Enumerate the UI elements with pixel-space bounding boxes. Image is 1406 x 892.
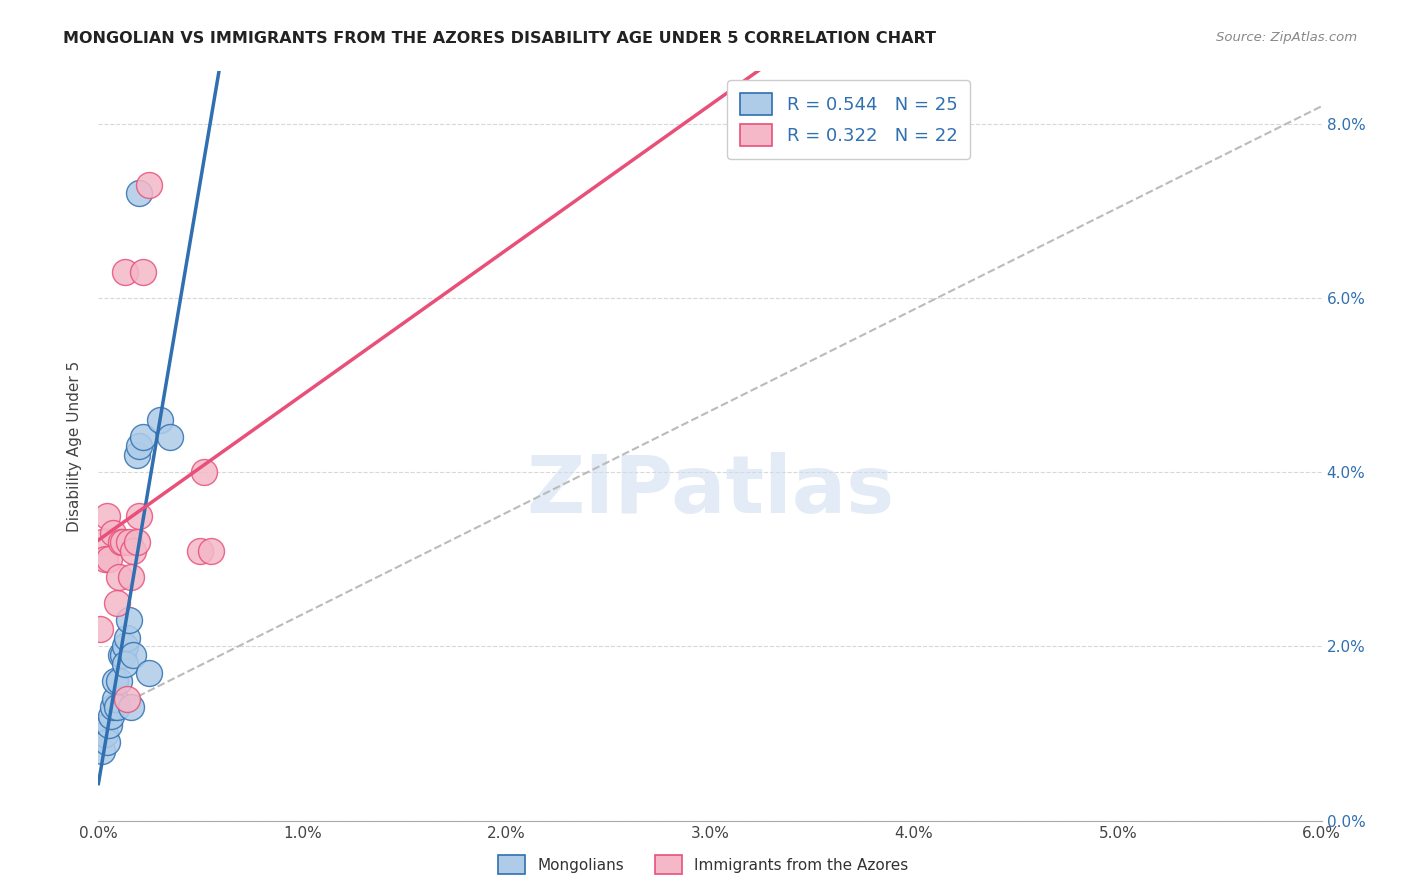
- Point: [120, 700, 142, 714]
- Point: [118, 534, 141, 549]
- Point: [108, 674, 131, 689]
- Point: [101, 700, 124, 714]
- Text: ZIPatlas: ZIPatlas: [526, 452, 894, 530]
- Point: [104, 674, 127, 689]
- Point: [128, 439, 150, 453]
- Point: [128, 186, 150, 201]
- Point: [127, 448, 149, 462]
- Point: [114, 657, 136, 671]
- Point: [96, 508, 118, 523]
- Point: [200, 543, 222, 558]
- Point: [93, 552, 115, 566]
- Point: [138, 665, 160, 680]
- Point: [118, 613, 141, 627]
- Point: [110, 534, 132, 549]
- Point: [128, 508, 150, 523]
- Point: [193, 465, 215, 479]
- Point: [97, 552, 120, 566]
- Point: [114, 265, 136, 279]
- Point: [108, 570, 131, 584]
- Point: [101, 526, 124, 541]
- Legend: R = 0.544   N = 25, R = 0.322   N = 22: R = 0.544 N = 25, R = 0.322 N = 22: [727, 80, 970, 159]
- Legend: Mongolians, Immigrants from the Azores: Mongolians, Immigrants from the Azores: [491, 849, 915, 880]
- Point: [138, 178, 160, 192]
- Point: [132, 265, 155, 279]
- Point: [110, 648, 132, 662]
- Point: [115, 631, 138, 645]
- Point: [93, 726, 115, 740]
- Point: [127, 534, 149, 549]
- Y-axis label: Disability Age Under 5: Disability Age Under 5: [67, 360, 83, 532]
- Text: Source: ZipAtlas.com: Source: ZipAtlas.com: [1216, 31, 1357, 45]
- Point: [96, 735, 118, 749]
- Point: [100, 709, 122, 723]
- Point: [89, 622, 111, 636]
- Point: [122, 648, 145, 662]
- Point: [111, 534, 134, 549]
- Point: [97, 718, 120, 732]
- Point: [132, 430, 155, 444]
- Point: [115, 691, 138, 706]
- Point: [111, 648, 134, 662]
- Point: [188, 543, 212, 558]
- Text: MONGOLIAN VS IMMIGRANTS FROM THE AZORES DISABILITY AGE UNDER 5 CORRELATION CHART: MONGOLIAN VS IMMIGRANTS FROM THE AZORES …: [63, 31, 936, 46]
- Point: [120, 570, 142, 584]
- Point: [149, 413, 172, 427]
- Point: [91, 744, 114, 758]
- Point: [105, 596, 128, 610]
- Point: [91, 534, 114, 549]
- Point: [105, 700, 128, 714]
- Point: [122, 543, 145, 558]
- Point: [159, 430, 181, 444]
- Point: [104, 691, 127, 706]
- Point: [114, 640, 136, 654]
